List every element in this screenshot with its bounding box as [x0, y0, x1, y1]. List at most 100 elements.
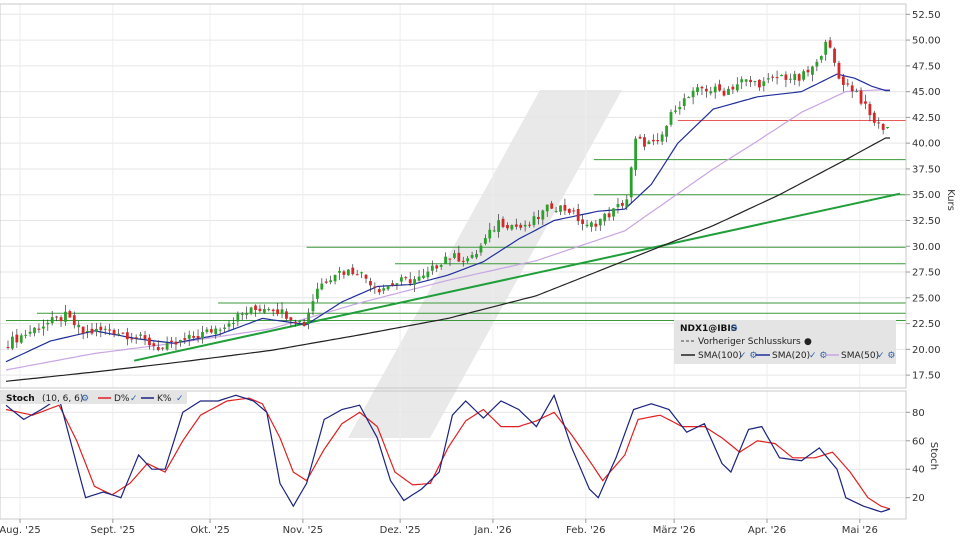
candle-body: [249, 307, 253, 314]
settings-icon[interactable]: ⚙: [730, 324, 738, 334]
candle-body: [886, 126, 889, 128]
candle-body: [50, 317, 54, 324]
candle-body: [453, 253, 456, 258]
candle-body: [90, 328, 94, 334]
candle-body: [510, 225, 514, 230]
candle-body: [329, 280, 333, 283]
check-icon[interactable]: ✓: [176, 394, 184, 404]
legend-sma20: SMA(20): [772, 351, 810, 361]
candle-body: [156, 346, 160, 351]
candle-body: [338, 270, 341, 273]
candle-body: [572, 210, 576, 212]
candle-body: [117, 333, 120, 336]
candle-body: [824, 41, 828, 55]
check-icon[interactable]: ✓ ⚙: [877, 351, 895, 361]
candle-body: [95, 328, 98, 332]
candle-body: [475, 253, 478, 258]
candle-body: [669, 112, 673, 125]
candle-body: [395, 283, 399, 285]
candle-body: [766, 78, 770, 80]
candle-body: [868, 104, 872, 116]
candle-body: [333, 274, 337, 282]
candle-body: [665, 125, 668, 137]
candle-body: [218, 329, 222, 331]
candle-body: [192, 336, 196, 338]
candle-body: [647, 141, 651, 145]
settings-icon[interactable]: ⚙: [81, 394, 89, 404]
candle-body: [99, 326, 103, 331]
candle-body: [541, 210, 545, 220]
candle-body: [492, 230, 496, 232]
candle-body: [187, 335, 191, 339]
candle-body: [298, 320, 302, 323]
candle-body: [245, 313, 249, 315]
x-tick-label: Sept. '25: [91, 525, 136, 536]
legend-sma100: SMA(100): [698, 351, 742, 361]
y-tick-label: 35.00: [912, 190, 941, 201]
stoch-title: Stoch: [6, 394, 35, 404]
candle-body: [391, 283, 394, 286]
candle-body: [64, 311, 67, 322]
candle-body: [324, 281, 328, 283]
candle-body: [806, 69, 810, 73]
candle-body: [731, 86, 735, 90]
candle-body: [444, 256, 447, 264]
candle-body: [408, 279, 412, 284]
legend-prev-close: Vorheriger Schlusskurs: [698, 337, 801, 347]
candle-body: [68, 311, 72, 318]
candle-body: [72, 315, 76, 326]
candle-body: [727, 88, 730, 95]
y-tick-label: 22.50: [912, 319, 941, 330]
candle-body: [236, 314, 240, 322]
check-icon[interactable]: ✓: [130, 394, 138, 404]
candle-body: [722, 90, 726, 96]
candle-body: [24, 334, 28, 336]
candle-body: [713, 86, 717, 93]
x-tick-label: Dez. '25: [380, 525, 421, 536]
candle-body: [656, 139, 660, 142]
candle-body: [130, 338, 134, 340]
sma100-line: [5, 137, 890, 382]
candle-body: [37, 328, 41, 330]
trend-line: [133, 192, 901, 362]
x-tick-label: Nov. '25: [283, 525, 324, 536]
candle-body: [802, 71, 805, 80]
candle-body: [483, 238, 487, 244]
candle-body: [554, 210, 558, 212]
y-tick-label: 60: [912, 436, 925, 447]
candle-body: [545, 204, 549, 212]
legend-symbol: NDX1@IBIS: [680, 324, 737, 334]
stoch-axis-label: Stoch: [928, 442, 939, 470]
candle-body: [819, 56, 823, 60]
check-icon[interactable]: ✓ ⚙: [809, 351, 827, 361]
candle-body: [196, 335, 200, 339]
candle-body: [881, 123, 885, 130]
y-tick-label: 37.50: [912, 164, 941, 175]
candle-body: [850, 85, 854, 92]
check-icon[interactable]: ✓ ⚙: [739, 351, 757, 361]
candle-body: [205, 329, 209, 332]
visibility-dot-icon[interactable]: ●: [804, 337, 812, 347]
candle-body: [355, 274, 359, 276]
candle-body: [607, 213, 611, 218]
candle-body: [240, 314, 244, 316]
candle-body: [585, 224, 589, 227]
candle-body: [718, 84, 722, 91]
candle-body: [435, 265, 439, 269]
x-tick-label: Feb. '26: [566, 525, 606, 536]
candle-body: [855, 91, 859, 93]
candle-body: [125, 332, 129, 340]
candle-body: [351, 267, 355, 275]
candle-body: [121, 332, 125, 334]
candle-body: [311, 301, 315, 312]
candle-body: [285, 311, 288, 319]
candle-body: [563, 204, 567, 211]
candle-body: [170, 340, 173, 343]
candle-body: [373, 286, 377, 288]
candle-body: [254, 305, 257, 310]
candle-body: [174, 341, 178, 345]
price-axis-label: Kurs: [945, 189, 956, 211]
candle-body: [430, 265, 434, 271]
y-tick-label: 42.50: [912, 113, 941, 124]
candle-body: [581, 219, 584, 224]
